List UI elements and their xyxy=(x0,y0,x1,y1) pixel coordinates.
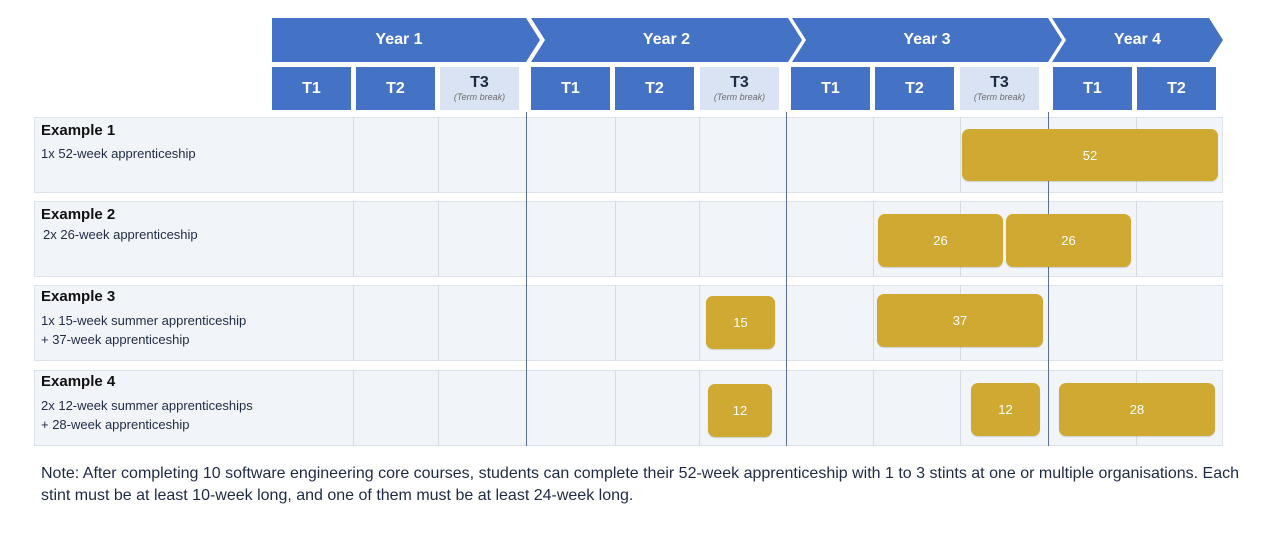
term-divider xyxy=(699,370,700,446)
term-header-y2-t1: T1 xyxy=(531,67,610,110)
term-header-y3-t3: T3 (Term break) xyxy=(960,67,1039,110)
term-header-y3-t1: T1 xyxy=(791,67,870,110)
term-label: T2 xyxy=(645,79,664,97)
example-2-description: 2x 26-week apprenticeship xyxy=(43,227,198,242)
term-break-label: (Term break) xyxy=(713,92,766,102)
term-divider xyxy=(615,370,616,446)
year-4-banner: Year 4 xyxy=(1052,18,1223,62)
stint-bar: 26 xyxy=(878,214,1003,267)
term-divider xyxy=(699,201,700,277)
term-header-y1-t1: T1 xyxy=(272,67,351,110)
example-2-title: Example 2 xyxy=(41,206,116,223)
term-divider xyxy=(960,370,961,446)
stint-bar: 37 xyxy=(877,294,1043,347)
term-break-label: (Term break) xyxy=(973,92,1026,102)
stint-bar: 28 xyxy=(1059,383,1215,436)
term-divider xyxy=(353,201,354,277)
year-1-banner: Year 1 xyxy=(272,18,540,62)
stint-bar: 15 xyxy=(706,296,775,349)
example-1-description: 1x 52-week apprenticeship xyxy=(41,146,196,161)
term-header-y3-t2: T2 xyxy=(875,67,954,110)
term-header-y1-t2: T2 xyxy=(356,67,435,110)
term-divider xyxy=(438,201,439,277)
stint-bar: 12 xyxy=(971,383,1040,436)
stint-bar: 12 xyxy=(708,384,772,437)
term-label: T2 xyxy=(905,79,924,97)
term-divider xyxy=(1136,201,1137,277)
term-divider xyxy=(873,117,874,193)
year-3-banner: Year 3 xyxy=(792,18,1062,62)
term-divider xyxy=(353,285,354,361)
term-divider xyxy=(438,117,439,193)
term-divider xyxy=(699,285,700,361)
term-header-y1-t3: T3 (Term break) xyxy=(440,67,519,110)
term-divider xyxy=(1136,285,1137,361)
year-divider xyxy=(786,112,787,446)
example-3-title: Example 3 xyxy=(41,288,116,305)
term-label: T1 xyxy=(1083,79,1102,97)
term-label: T1 xyxy=(302,79,321,97)
footnote: Note: After completing 10 software engin… xyxy=(41,465,1239,504)
term-divider xyxy=(615,201,616,277)
term-divider xyxy=(873,370,874,446)
year-1-label: Year 1 xyxy=(375,31,423,48)
year-2-label: Year 2 xyxy=(642,31,691,48)
example-1-title: Example 1 xyxy=(41,122,116,139)
term-label: T3 xyxy=(730,74,749,91)
term-label: T2 xyxy=(1167,79,1186,97)
term-divider xyxy=(960,117,961,193)
term-divider xyxy=(873,201,874,277)
term-header-y4-t2: T2 xyxy=(1137,67,1216,110)
example-4-description: 2x 12-week summer apprenticeships + 28-w… xyxy=(41,398,253,432)
year-divider xyxy=(1048,112,1049,446)
year-2-banner: Year 2 xyxy=(531,18,802,62)
term-divider xyxy=(438,370,439,446)
term-header-y2-t3: T3 (Term break) xyxy=(700,67,779,110)
term-break-label: (Term break) xyxy=(453,92,506,102)
term-divider xyxy=(353,370,354,446)
term-header-y4-t1: T1 xyxy=(1053,67,1132,110)
year-4-label: Year 4 xyxy=(1113,31,1162,48)
year-divider xyxy=(526,112,527,446)
term-header-y2-t2: T2 xyxy=(615,67,694,110)
term-divider xyxy=(353,117,354,193)
term-divider xyxy=(438,285,439,361)
term-label: T1 xyxy=(561,79,580,97)
term-label: T2 xyxy=(386,79,405,97)
stint-bar: 52 xyxy=(962,129,1218,181)
example-3-description: 1x 15-week summer apprenticeship + 37-we… xyxy=(41,313,247,347)
year-3-label: Year 3 xyxy=(903,31,951,48)
term-label: T3 xyxy=(990,74,1009,91)
term-divider xyxy=(615,117,616,193)
term-divider xyxy=(873,285,874,361)
term-divider xyxy=(615,285,616,361)
term-divider xyxy=(699,117,700,193)
example-4-title: Example 4 xyxy=(41,373,116,390)
stint-bar: 26 xyxy=(1006,214,1131,267)
term-label: T1 xyxy=(821,79,840,97)
term-label: T3 xyxy=(470,74,489,91)
